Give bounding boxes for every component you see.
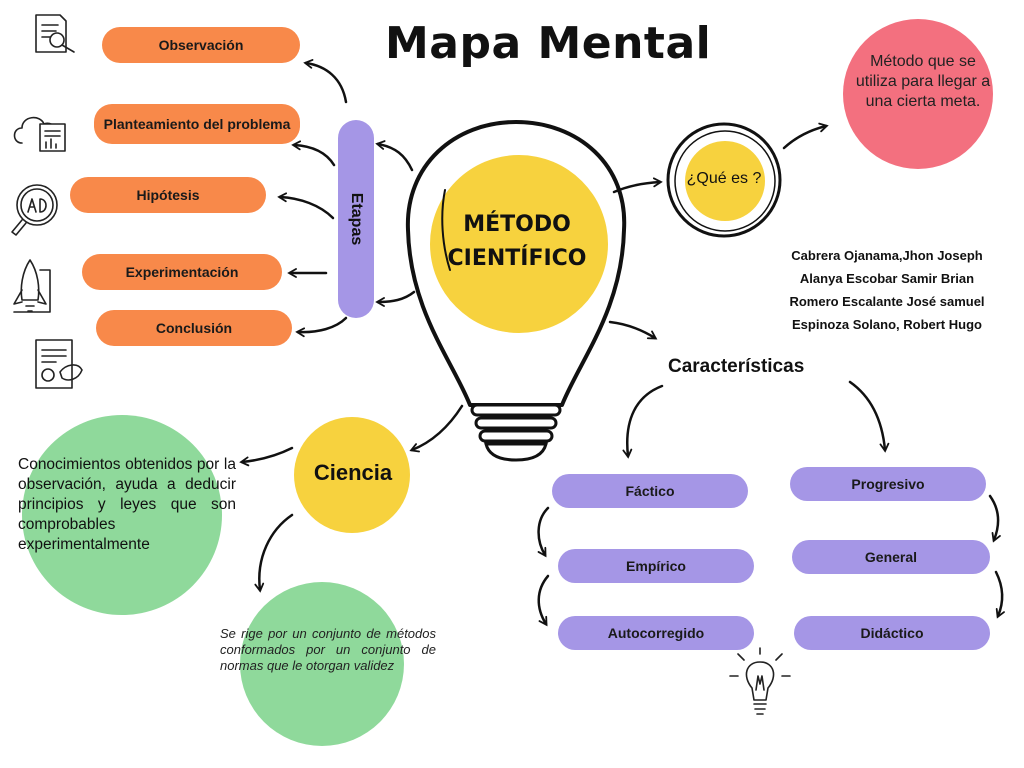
page-title: Mapa Mental <box>385 18 712 69</box>
bulb-base-ring2 <box>478 429 554 443</box>
center-title-line2: CIENTÍFICO <box>447 246 587 271</box>
arrow-bulb-ciencia <box>409 404 464 453</box>
arrow-bulb-caracteristicas <box>608 320 658 340</box>
arrow-progresivo-general <box>988 494 1001 543</box>
rige-text: Se rige por un conjunto de métodos confo… <box>220 626 436 673</box>
etapas-label: Etapas <box>348 192 365 246</box>
caract-empirico: Empírico <box>558 549 754 583</box>
bulb-base-top <box>470 403 562 417</box>
cloud-report-icon <box>13 116 66 152</box>
etapas-bar <box>338 120 374 318</box>
caract-autocorregido: Autocorregido <box>558 616 754 650</box>
caract-factico: Fáctico <box>552 474 748 508</box>
authors-list: Cabrera Ojanama,Jhon Joseph Alanya Escob… <box>752 244 1022 336</box>
conocimientos-blob <box>22 415 222 615</box>
que-es-ring-outer <box>666 122 782 238</box>
author-4: Espinoza Solano, Robert Hugo <box>792 317 982 332</box>
arrow-bulb-que-es <box>612 177 663 194</box>
arrow-factico-empirico <box>537 506 550 558</box>
arrow-etapas-conclusion <box>295 316 348 338</box>
bulb-idea-icon <box>729 647 791 715</box>
que-es-label: ¿Qué es ? <box>686 170 762 187</box>
arrow-etapas-hipotesis <box>277 192 335 220</box>
bulb-shine <box>441 189 451 271</box>
rige-blob <box>240 582 404 746</box>
center-yellow-circle <box>430 155 608 333</box>
arrow-bulb-etapas-top <box>375 140 414 172</box>
author-3: Romero Escalante José samuel <box>789 294 985 309</box>
que-es-yellow <box>685 141 765 221</box>
arrow-caract-left <box>622 384 664 459</box>
definition-blob <box>843 19 993 169</box>
arrow-que-es-definition <box>782 122 829 150</box>
ad-magnifier-icon <box>11 184 58 236</box>
etapa-conclusion: Conclusión <box>96 310 292 346</box>
definition-text: Método que se utiliza para llegar a una … <box>855 53 991 110</box>
magnifier-document-icon <box>35 14 75 53</box>
arrow-etapas-observacion <box>303 59 348 104</box>
certificate-icon <box>35 339 83 389</box>
arrow-bulb-etapas-bottom <box>375 290 416 307</box>
arrow-empirico-autocorregido <box>537 574 550 627</box>
arrow-etapas-planteamiento <box>291 140 336 167</box>
caract-general: General <box>792 540 990 574</box>
arrow-ciencia-conocimientos <box>239 446 294 467</box>
etapa-hipotesis: Hipótesis <box>70 177 266 213</box>
center-title-line1: MÉTODO <box>463 212 571 237</box>
etapa-planteamiento: Planteamiento del problema <box>94 104 300 144</box>
center-title: MÉTODO CIENTÍFICO <box>432 208 602 276</box>
arrow-general-didactico <box>994 570 1005 619</box>
conocimientos-text: Conocimientos obtenidos por la observaci… <box>18 456 236 553</box>
bulb-base-bottom <box>484 442 548 462</box>
author-1: Cabrera Ojanama,Jhon Joseph <box>791 248 983 263</box>
author-2: Alanya Escobar Samir Brian <box>799 271 975 286</box>
arrow-caract-right <box>848 380 890 453</box>
ciencia-outline <box>290 413 414 537</box>
rocket-icon <box>13 259 51 313</box>
etapa-experimentacion: Experimentación <box>82 254 282 290</box>
que-es-ring-inner <box>674 130 776 232</box>
caract-progresivo: Progresivo <box>790 467 986 501</box>
ciencia-label: Ciencia <box>313 460 393 485</box>
bulb-base-ring1 <box>474 416 558 430</box>
etapa-observacion: Observación <box>102 27 300 63</box>
ciencia-blob <box>294 417 410 533</box>
arrow-ciencia-rige <box>254 513 294 593</box>
caracteristicas-label: Características <box>668 356 805 377</box>
caract-didactico: Didáctico <box>794 616 990 650</box>
etapas-label-wrap: Etapas <box>338 120 374 318</box>
